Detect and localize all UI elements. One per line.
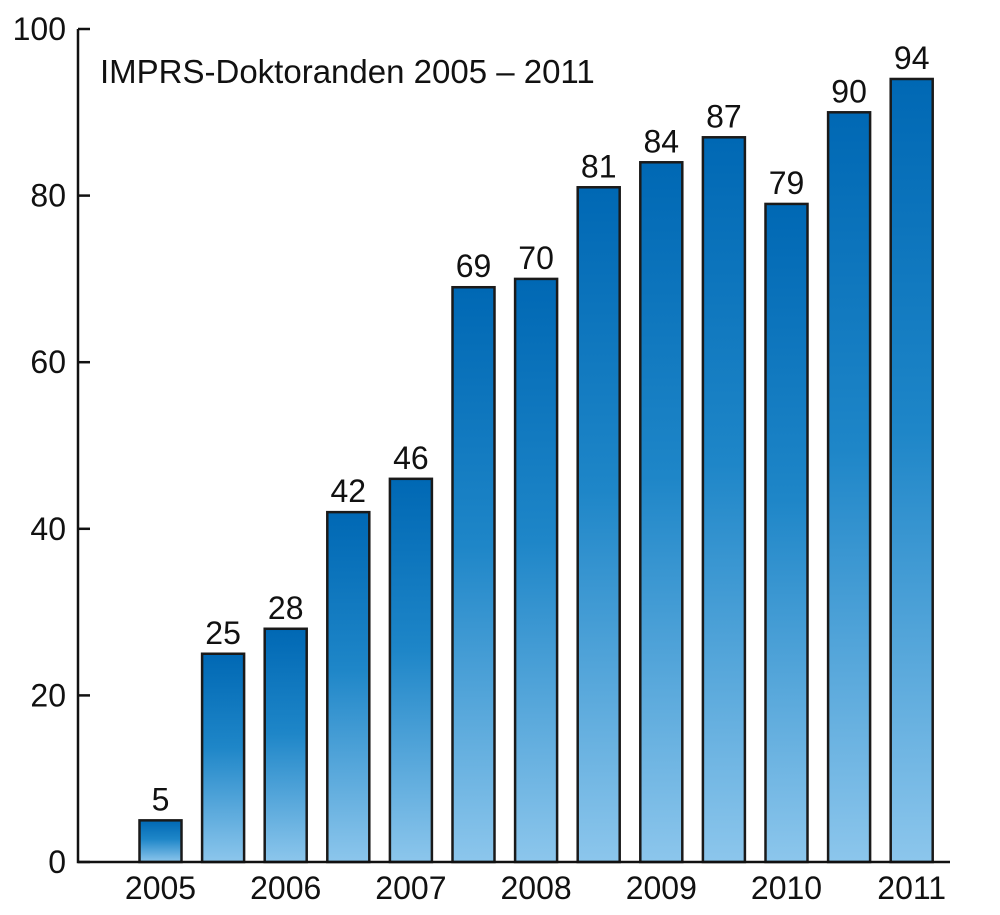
x-axis-labels: 2005 2006 2007 2008 2009 2010 2011 xyxy=(125,870,946,906)
bar xyxy=(513,277,559,864)
bar-value-label: 84 xyxy=(644,123,680,159)
bar-value-label: 69 xyxy=(456,248,492,284)
y-tick-label: 40 xyxy=(30,511,66,547)
bar-value-label: 81 xyxy=(581,148,617,184)
bar xyxy=(826,111,872,864)
y-tick-label: 80 xyxy=(30,178,66,214)
bar xyxy=(639,161,684,864)
data-labels: 5 25 28 42 46 69 70 81 84 87 79 90 94 xyxy=(152,40,930,817)
x-category-label: 2007 xyxy=(375,870,446,906)
bar-value-label: 46 xyxy=(393,440,429,476)
bar xyxy=(388,477,434,864)
bar xyxy=(764,202,809,864)
bar xyxy=(138,819,183,864)
bar-value-label: 79 xyxy=(769,165,805,201)
bar-value-label: 42 xyxy=(331,473,367,509)
y-axis-ticks: 0 20 40 60 80 100 xyxy=(13,11,90,880)
bar-value-label: 28 xyxy=(268,590,304,626)
y-tick-label: 60 xyxy=(30,344,66,380)
bar xyxy=(451,285,496,864)
bar xyxy=(263,627,308,864)
y-tick-label: 100 xyxy=(13,11,66,47)
x-category-label: 2009 xyxy=(626,870,697,906)
bar xyxy=(701,136,747,864)
bar xyxy=(200,652,246,864)
chart-axes xyxy=(76,29,950,864)
y-tick-label: 0 xyxy=(48,844,66,880)
x-category-label: 2008 xyxy=(501,870,572,906)
bar-value-label: 25 xyxy=(205,615,241,651)
bar xyxy=(889,77,934,864)
bar-value-label: 90 xyxy=(831,73,867,109)
bar xyxy=(576,186,621,864)
bar-value-label: 70 xyxy=(518,240,554,276)
bars xyxy=(138,77,934,864)
bar-value-label: 87 xyxy=(706,98,742,134)
x-category-label: 2005 xyxy=(125,870,196,906)
bar xyxy=(326,510,371,864)
bar-value-label: 94 xyxy=(894,40,930,76)
x-category-label: 2011 xyxy=(877,870,946,906)
x-category-label: 2006 xyxy=(250,870,321,906)
x-category-label: 2010 xyxy=(751,870,822,906)
bar-value-label: 5 xyxy=(152,781,170,817)
chart-title: IMPRS-Doktoranden 2005 – 2011 xyxy=(100,53,595,90)
y-tick-label: 20 xyxy=(30,677,66,713)
